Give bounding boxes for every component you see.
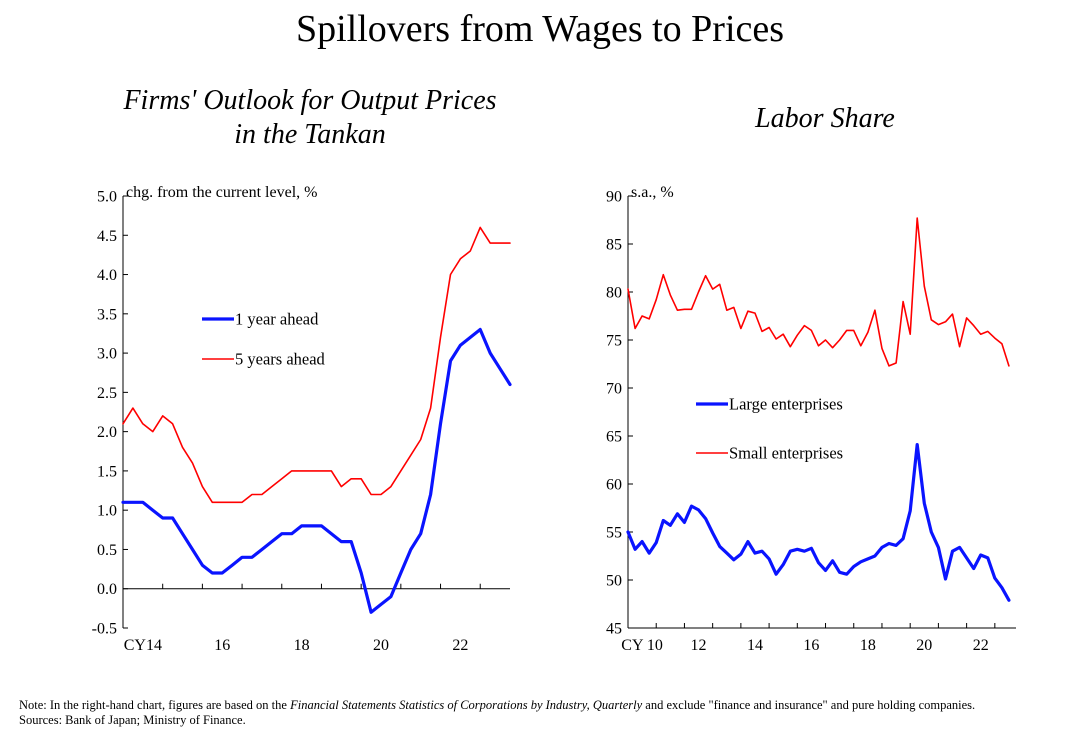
y-tick-label: 0.5 [97,542,117,559]
y-tick-label: 3.0 [97,346,117,363]
y-tick-label: 75 [606,333,622,350]
y-tick-label: 45 [606,621,622,638]
x-tick-label: CY14 [124,637,162,654]
y-tick-label: 4.5 [97,228,117,245]
series-line-1 [122,226,511,504]
y-tick-label: 2.5 [97,385,117,402]
y-tick-label: 80 [606,285,622,302]
y-tick-label: 1.5 [97,463,117,480]
right-chart-title: Labor Share [755,103,895,134]
y-tick-label: 2.0 [97,424,117,441]
footnote-note: Note: In the right-hand chart, figures a… [19,698,975,713]
y-unit-label: chg. from the current level, % [126,184,317,201]
y-tick-label: -0.5 [92,621,117,638]
y-unit-label: s.a., % [631,184,674,201]
x-tick-label: 18 [294,637,310,654]
x-tick-label: 12 [691,637,707,654]
y-tick-label: 0.0 [97,581,117,598]
left-chart-title: Firms' Outlook for Output Prices [123,85,497,116]
y-tick-label: 85 [606,237,622,254]
y-tick-label: 60 [606,477,622,494]
y-tick-label: 55 [606,525,622,542]
series-line-1 [627,217,1010,367]
note-suffix: and exclude "finance and insurance" and … [642,698,976,712]
x-tick-label: 22 [452,637,468,654]
note-italic: Financial Statements Statistics of Corpo… [290,698,643,712]
series-line-0 [626,443,1011,602]
x-tick-label: CY 10 [621,637,663,654]
footnote-sources: Sources: Bank of Japan; Ministry of Fina… [19,713,246,727]
x-tick-label: 14 [747,637,763,654]
x-tick-label: 22 [973,637,989,654]
y-tick-label: 1.0 [97,503,117,520]
left-chart: -0.5 0.0 0.5 1.0 1.5 2.0 2.5 3.0 3.5 4.0 4.5 5.0 CY1… [92,184,512,654]
y-tick-label: 3.5 [97,306,117,323]
legend-label: Small enterprises [729,444,843,463]
legend-label: 1 year ahead [235,310,319,329]
x-tick-label: 20 [916,637,932,654]
y-tick-label: 90 [606,189,622,206]
page-title: Spillovers from Wages to Prices [295,8,785,50]
x-tick-label: 16 [214,637,230,654]
series-line-0 [121,327,512,614]
x-tick-label: 16 [803,637,819,654]
legend-label: Large enterprises [729,395,843,414]
note-prefix: Note: In the right-hand chart, figures a… [19,698,291,712]
y-tick-label: 70 [606,381,622,398]
y-tick-label: 4.0 [97,267,117,284]
x-tick-label: 18 [860,637,876,654]
legend-label: 5 years ahead [235,350,326,369]
left-chart-title-line2: in the Tankan [234,119,386,150]
y-tick-label: 50 [606,573,622,590]
y-tick-label: 5.0 [97,189,117,206]
y-tick-label: 65 [606,429,622,446]
x-tick-label: 20 [373,637,389,654]
right-chart: 45 50 55 60 65 70 75 80 85 90 CY 10 12 14 16 18 20 22 s.a… [606,184,1016,654]
